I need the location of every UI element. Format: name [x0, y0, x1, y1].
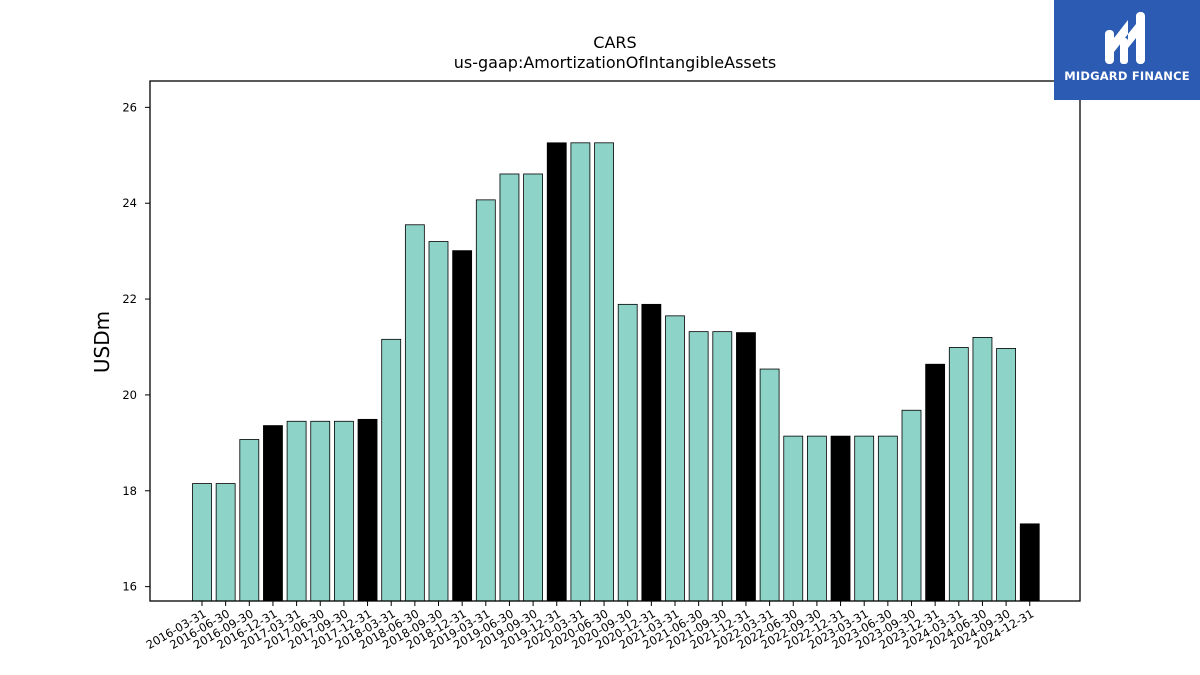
bar-2018-06-30: [404, 224, 425, 602]
y-tick-label: 18: [122, 484, 137, 498]
bar-2019-09-30: [523, 173, 543, 602]
bar-2018-03-31: [381, 338, 402, 602]
y-axis-label: USDm: [90, 311, 114, 373]
chart-subtitle: us-gaap:AmortizationOfIntangibleAssets: [454, 53, 776, 72]
logo-text: MIDGARD FINANCE: [1064, 69, 1190, 83]
brand-logo: MIDGARD FINANCE: [1054, 0, 1200, 100]
midgard-logo-icon: [1105, 12, 1145, 64]
bar-2024-09-30: [996, 348, 1016, 602]
bar-2023-12-31: [925, 363, 946, 602]
y-tick-label: 16: [122, 580, 137, 594]
bar-2022-09-30: [807, 435, 827, 602]
bar-2024-03-31: [948, 347, 969, 602]
bar-2016-12-31: [263, 425, 283, 602]
bar-2021-09-30: [712, 331, 733, 602]
bar-2024-06-30: [972, 337, 993, 602]
bar-2016-06-30: [215, 483, 236, 602]
y-tick-label: 20: [122, 388, 137, 402]
bar-2016-09-30: [239, 439, 260, 602]
bar-2018-12-31: [452, 250, 473, 602]
bar-2021-06-30: [688, 331, 709, 602]
bar-2023-03-31: [854, 435, 875, 602]
bar-2020-06-30: [594, 142, 614, 602]
bar-2019-06-30: [499, 173, 520, 602]
chart-title: CARS: [593, 33, 636, 52]
bar-2017-03-31: [286, 420, 307, 602]
bar-2017-09-30: [333, 420, 354, 602]
bar-2023-09-30: [901, 409, 922, 602]
bar-2021-03-31: [665, 315, 685, 602]
bar-2021-12-31: [736, 332, 756, 602]
plot-frame: [149, 80, 1081, 602]
bar-2019-03-31: [475, 199, 496, 602]
bar-2022-12-31: [830, 435, 851, 602]
bar-2018-09-30: [428, 241, 449, 602]
y-tick-label: 24: [122, 196, 137, 210]
bar-2019-12-31: [546, 142, 567, 602]
bar-2020-03-31: [570, 142, 591, 602]
bar-2016-03-31: [192, 483, 212, 602]
bar-2023-06-30: [877, 435, 898, 602]
y-tick-label: 22: [122, 292, 137, 306]
bar-2024-12-31: [1019, 523, 1040, 602]
bar-2017-12-31: [357, 418, 378, 602]
y-tick-label: 26: [122, 100, 137, 114]
bar-2022-06-30: [783, 435, 804, 602]
bar-2017-06-30: [310, 420, 331, 602]
bar-2020-12-31: [641, 303, 662, 602]
bar-2022-03-31: [759, 368, 780, 602]
bar-2020-09-30: [617, 303, 638, 602]
